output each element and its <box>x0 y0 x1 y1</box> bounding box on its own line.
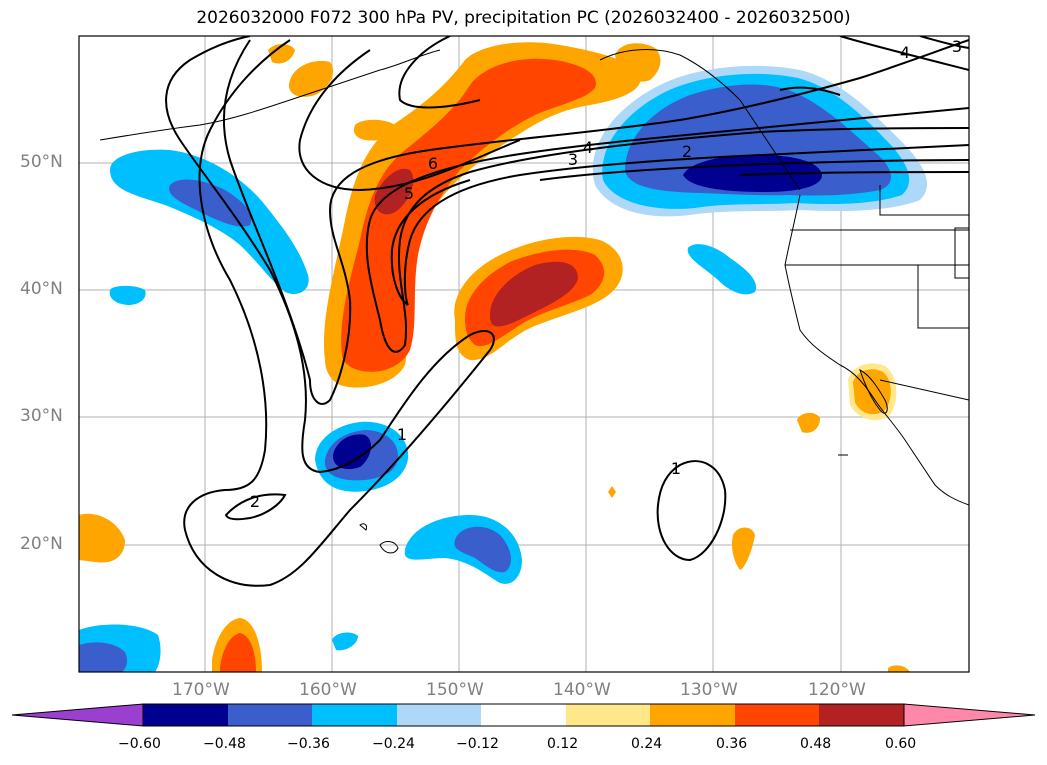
colorbar-tick: 0.24 <box>631 736 663 752</box>
colorbar-tick: −0.24 <box>372 736 415 752</box>
colorbar-tick: −0.12 <box>456 736 499 752</box>
pos-anomaly-small-4 <box>797 412 820 433</box>
colorbar <box>11 703 1036 727</box>
colorbar-tick: 0.12 <box>547 736 579 752</box>
contour-label: 3 <box>568 150 578 169</box>
colorbar-tick: −0.48 <box>203 736 246 752</box>
lon-label-140w: 140°W <box>553 680 611 700</box>
lat-label-30n: 30°N <box>20 406 63 426</box>
colorbar-bin <box>566 704 650 726</box>
colorbar-tick: −0.36 <box>287 736 330 752</box>
pos-anomaly-alaska <box>615 43 661 82</box>
lat-label-20n: 20°N <box>20 534 63 554</box>
colorbar-bin <box>650 704 735 726</box>
colorbar-tick: 0.60 <box>885 736 917 752</box>
neg-anomaly-small-3 <box>332 632 358 651</box>
neg-anomaly-west-mid <box>169 179 252 227</box>
pos-anomaly-small-3 <box>353 119 395 141</box>
colorbar-high-extension <box>903 703 1036 727</box>
lon-label-150w: 150°W <box>426 680 484 700</box>
lon-label-120w: 120°W <box>808 680 866 700</box>
contour-label: 2 <box>250 492 260 511</box>
neg-anomaly-southwest-mid <box>79 642 128 672</box>
colorbar-bin <box>228 704 312 726</box>
map-frame <box>78 35 970 673</box>
neg-anomaly-west <box>110 149 309 295</box>
colorbar-bin <box>143 704 228 726</box>
lon-label-170w: 170°W <box>172 680 230 700</box>
map-title: 2026032000 F072 300 hPa PV, precipitatio… <box>196 8 851 28</box>
colorbar-bin <box>312 704 397 726</box>
pos-anomaly-center-darkred <box>490 261 578 327</box>
pos-anomaly-dot <box>608 486 616 498</box>
colorbar-outline <box>142 703 905 727</box>
colorbar-tick: −0.60 <box>118 736 161 752</box>
neg-anomaly-south-mid <box>454 526 512 573</box>
contour-label: 2 <box>682 142 692 161</box>
contour-label: 1 <box>397 425 407 444</box>
colorbar-low-extension <box>11 703 144 727</box>
coastlines <box>99 49 969 554</box>
contour-label: 4 <box>900 43 910 62</box>
colorbar-bin <box>819 704 904 726</box>
pos-anomaly-small-1 <box>289 60 334 97</box>
contour-labels: 1 1 2 2 3 3 4 4 5 6 <box>250 37 962 511</box>
contour-label: 4 <box>583 138 593 157</box>
neg-anomaly-small-1 <box>109 285 146 305</box>
lat-label-40n: 40°N <box>20 279 63 299</box>
colorbar-bin <box>481 704 566 726</box>
neg-anomaly-small-2 <box>687 244 757 295</box>
pos-anomaly-small-5 <box>731 527 755 570</box>
pv-contours <box>165 36 969 587</box>
contour-label: 3 <box>952 37 962 56</box>
colorbar-bin <box>735 704 819 726</box>
colorbar-bin <box>397 704 481 726</box>
pos-anomaly-baja-orange <box>853 369 891 415</box>
neg-anomaly-central-dark <box>332 434 372 470</box>
colorbar-tick: 0.36 <box>716 736 748 752</box>
pos-anomaly-small-6 <box>79 513 125 563</box>
contour-label: 6 <box>428 154 438 173</box>
pos-anomaly-small-7 <box>888 665 910 672</box>
pos-anomaly-small-2 <box>268 44 295 64</box>
contour-label: 1 <box>671 459 681 478</box>
contour-label: 5 <box>404 184 414 203</box>
lat-label-50n: 50°N <box>20 152 63 172</box>
lon-label-160w: 160°W <box>299 680 357 700</box>
lon-label-130w: 130°W <box>680 680 738 700</box>
pos-anomaly-south-red <box>220 633 256 672</box>
colorbar-tick: 0.48 <box>800 736 832 752</box>
